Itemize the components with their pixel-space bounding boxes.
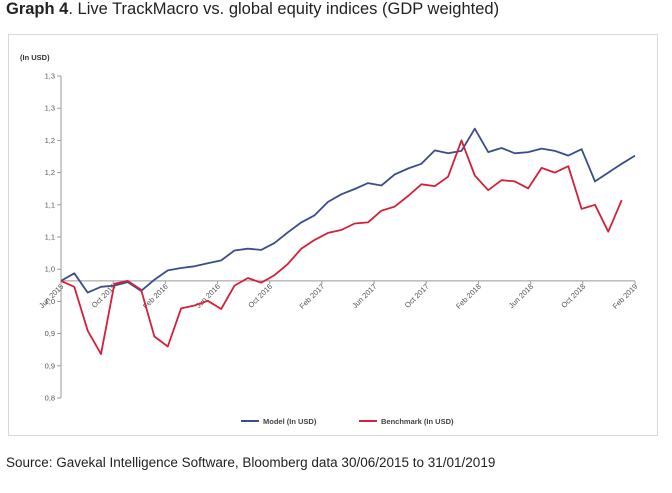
x-tick-label: Feb 2018 (454, 282, 483, 311)
chart-title-bold: Graph 4 (6, 0, 69, 18)
legend-benchmark-label: Benchmark (In USD) (381, 417, 454, 426)
x-tick-label: Oct 2016 (246, 282, 274, 310)
x-tick-label: Feb 2019 (611, 282, 640, 311)
x-tick-label: Oct 2017 (403, 282, 431, 310)
x-tick-label: Jun 2017 (350, 282, 378, 310)
x-tick-label: Jun 2018 (507, 282, 535, 310)
y-tick-label: 1,0 (45, 297, 55, 306)
legend-model-label: Model (In USD) (263, 417, 317, 426)
line-chart: (In USD) 1,3 1,3 1,2 1,2 1,1 1,1 1,0 1,0 0,9 0,9 0,… (20, 53, 640, 426)
x-tick-label: Feb 2017 (298, 282, 327, 311)
y-tick-label: 0,9 (45, 329, 55, 338)
model-series-line (60, 127, 636, 294)
y-tick-label: 1,3 (45, 104, 55, 113)
y-tick-label: 1,0 (45, 265, 55, 274)
chart-panel: (In USD) 1,3 1,3 1,2 1,2 1,1 1,1 1,0 1,0 0,9 0,9 0,… (8, 34, 658, 436)
chart-title-rest: . Live TrackMacro vs. global equity indi… (68, 0, 500, 18)
y-tick-label: 0,9 (45, 361, 55, 370)
y-tick-label: 1,2 (45, 136, 55, 145)
unit-label: (In USD) (20, 53, 50, 62)
chart-title: Graph 4. Live TrackMacro vs. global equi… (6, 0, 499, 19)
y-tick-label: 0,8 (45, 394, 55, 403)
y-tick-label: 1,1 (45, 233, 55, 242)
source-note: Source: Gavekal Intelligence Software, B… (6, 455, 496, 470)
y-tick-label: 1,2 (45, 168, 55, 177)
y-tick-label: 1,3 (45, 72, 55, 81)
y-tick-label: 1,1 (45, 200, 55, 209)
x-tick-label: Oct 2018 (559, 282, 587, 310)
benchmark-series-line (60, 139, 623, 355)
